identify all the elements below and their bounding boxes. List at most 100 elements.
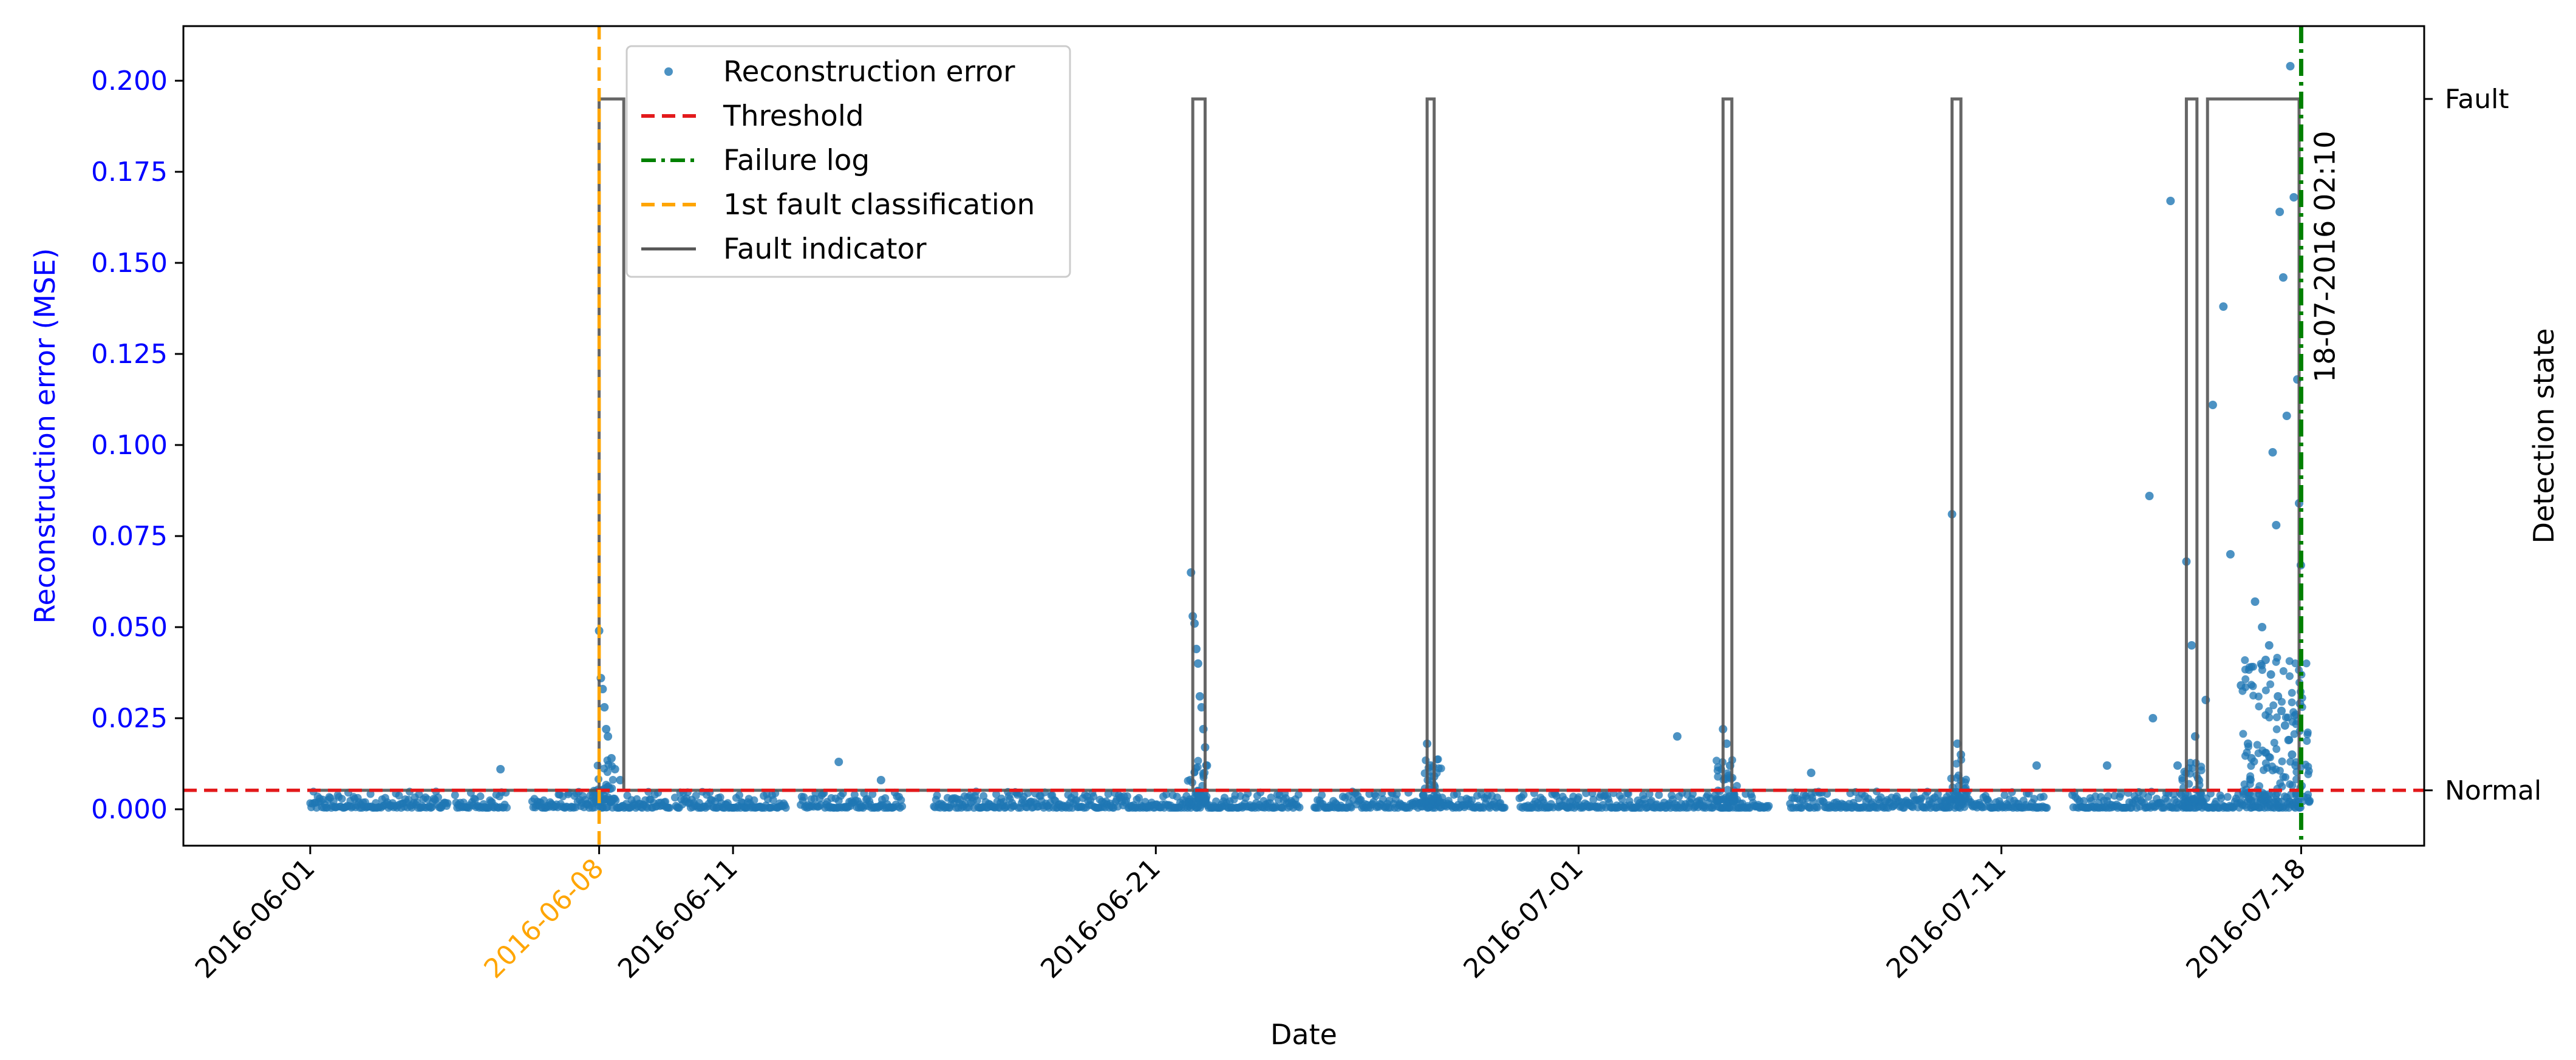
failure-log-annotation: 18-07-2016 02:10 (2308, 131, 2341, 382)
error-point (2285, 797, 2293, 806)
error-point (1193, 659, 1202, 668)
error-point (2269, 701, 2278, 710)
error-point (2288, 698, 2296, 707)
error-point (1807, 769, 1816, 777)
error-point (2104, 792, 2113, 800)
error-point (750, 796, 758, 804)
error-point (1434, 764, 1443, 772)
error-point (2275, 208, 2285, 216)
error-point (610, 765, 619, 773)
error-point (2246, 797, 2255, 806)
error-point (1104, 790, 1113, 798)
y-tick-label: 0.100 (91, 430, 168, 461)
error-point (2178, 774, 2187, 783)
error-point (2270, 738, 2278, 747)
error-point (2080, 797, 2088, 805)
error-point (2276, 779, 2285, 787)
plot-clip-group (183, 26, 2424, 846)
error-point (443, 799, 452, 807)
error-point (1655, 791, 1663, 799)
error-point (1419, 791, 1427, 800)
error-point (1162, 790, 1171, 798)
error-point (2253, 741, 2261, 749)
error-point (2272, 725, 2281, 733)
error-point (2266, 670, 2275, 679)
error-point (834, 758, 843, 766)
y-tick-label: 0.200 (91, 66, 168, 97)
error-point (603, 768, 612, 776)
error-point (2288, 750, 2297, 759)
error-point (1135, 793, 1143, 802)
error-point (2261, 686, 2270, 695)
error-point (2273, 653, 2281, 662)
error-point (2306, 797, 2314, 805)
error-point (2000, 791, 2009, 800)
y-tick-label: 0.025 (91, 703, 168, 734)
error-point (2254, 749, 2263, 758)
error-point (1765, 802, 1773, 810)
legend: Reconstruction error Threshold Failure log… (625, 45, 1071, 278)
error-point (2303, 730, 2312, 739)
error-point (1195, 692, 1204, 701)
error-point (1952, 788, 1961, 796)
error-point (2145, 492, 2154, 500)
error-point (1954, 797, 1963, 806)
error-point (1199, 798, 1207, 806)
error-point (1184, 798, 1193, 806)
y-tick-label: 0.050 (91, 612, 168, 643)
error-point (1371, 792, 1380, 800)
error-point (338, 795, 346, 803)
error-point (769, 796, 777, 804)
legend-box (625, 45, 1071, 278)
error-point (2187, 641, 2196, 650)
error-point (1197, 791, 1205, 800)
error-point (600, 703, 609, 712)
error-point (1618, 795, 1626, 803)
error-point (2226, 550, 2235, 559)
error-point (2239, 730, 2247, 738)
error-point (1123, 792, 1131, 800)
error-point (1673, 732, 1682, 741)
error-point (992, 790, 1000, 798)
error-point (2264, 641, 2274, 650)
error-point (1713, 766, 1722, 775)
error-point (602, 725, 611, 733)
error-point (2264, 707, 2273, 715)
error-point (1318, 791, 1326, 800)
error-point (1089, 792, 1098, 801)
error-point (2266, 753, 2274, 762)
error-point (973, 797, 981, 805)
error-point (1813, 803, 1822, 812)
error-point (2272, 713, 2281, 721)
error-point (782, 804, 790, 812)
error-point (2289, 193, 2298, 202)
error-point (2249, 682, 2257, 690)
error-point (2278, 757, 2286, 766)
error-point (434, 793, 442, 801)
error-point (2043, 804, 2051, 812)
error-point (2286, 672, 2294, 681)
error-point (666, 804, 674, 812)
error-point (496, 765, 505, 773)
y-tick-label: 0.125 (91, 339, 168, 370)
error-point (2102, 761, 2111, 770)
error-point (2288, 718, 2297, 726)
error-point (1295, 803, 1304, 812)
error-point (2304, 790, 2312, 799)
error-point (607, 754, 616, 763)
legend-entry-label: Fault indicator (723, 233, 927, 266)
error-point (933, 791, 941, 800)
error-point (1194, 756, 1202, 765)
error-point (2258, 623, 2267, 631)
y2-tick-label: Fault (2445, 84, 2509, 115)
error-point (2261, 656, 2270, 664)
x-axis-label: Date (1270, 1018, 1337, 1051)
error-point (2291, 710, 2300, 719)
error-point (476, 792, 485, 801)
error-point (1392, 790, 1401, 798)
error-point (1519, 790, 1528, 799)
error-point (2274, 692, 2283, 701)
legend-entry-label: Reconstruction error (723, 55, 1015, 89)
error-point (881, 794, 890, 803)
error-point (2279, 667, 2288, 675)
